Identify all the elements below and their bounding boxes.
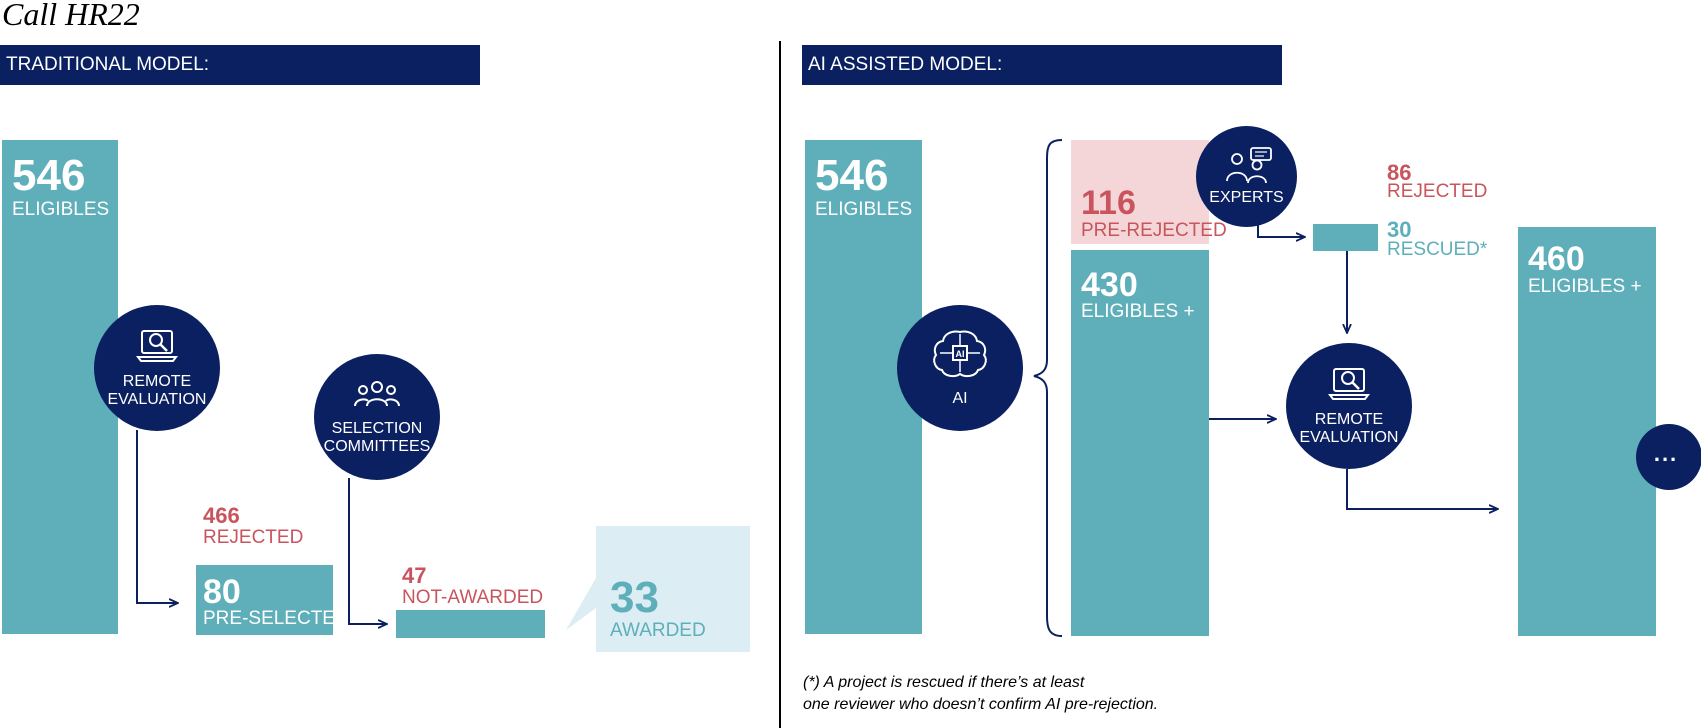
awarded-box: 33 AWARDED (596, 526, 750, 652)
prerejected-label: PRE-REJECTED (1081, 220, 1227, 241)
more-steps-label: ... (1653, 441, 1679, 466)
arrow-remote-to-final (1346, 469, 1498, 509)
prerejected-number: 116 (1081, 184, 1136, 222)
preselected-box: 80 PRE-SELECTED (196, 565, 349, 635)
more-steps-node: ... (1636, 424, 1701, 490)
awarded-label: AWARDED (610, 620, 706, 641)
ai-node: AI AI (897, 305, 1023, 431)
awarded-number: 33 (610, 573, 659, 622)
page-title: Call HR22 (2, 0, 140, 32)
footnote-line-2: one reviewer who doesn’t confirm AI pre-… (803, 696, 1159, 713)
traditional-model-header: TRADITIONAL MODEL: (0, 45, 480, 85)
notawarded-number: 47 (402, 563, 427, 588)
preselected-label: PRE-SELECTED (203, 608, 349, 629)
final-eligibles-plus-number: 460 (1528, 240, 1585, 278)
traditional-rejected-label: REJECTED (203, 527, 304, 548)
selection-committees-label-2: COMMITTEES (323, 438, 431, 455)
ai-eligibles-number: 546 (815, 151, 889, 200)
laptop-magnifier-icon (136, 330, 178, 362)
footnote-line-1: (*) A project is rescued if there’s at l… (803, 674, 1085, 691)
ai-eligibles-label: ELIGIBLES (815, 199, 913, 220)
group-people-icon (354, 381, 400, 407)
rescued-number: 30 (1387, 217, 1412, 242)
preselected-number: 80 (203, 573, 241, 611)
awarded-callout-pointer (566, 578, 596, 630)
laptop-magnifier-icon (1328, 368, 1370, 400)
svg-text:AI: AI (956, 349, 965, 359)
ai-output-brace (1033, 139, 1063, 637)
notawarded-bar (396, 610, 545, 638)
experts-chat-icon (1225, 146, 1272, 183)
section-divider (779, 41, 781, 728)
final-eligibles-plus-label: ELIGIBLES + (1528, 276, 1642, 297)
experts-label: EXPERTS (1209, 188, 1284, 206)
ai-eligibles-plus-number: 430 (1081, 266, 1138, 304)
remote-evaluation-node: REMOTE EVALUATION (94, 305, 220, 431)
selection-committees-node: SELECTION COMMITTEES (314, 354, 440, 480)
ai-eligibles-plus-label: ELIGIBLES + (1081, 301, 1195, 322)
remote-evaluation-label-1: REMOTE (122, 373, 192, 390)
ai-remote-evaluation-label-1: REMOTE (1314, 411, 1384, 428)
ai-remote-evaluation-label-2: EVALUATION (1299, 429, 1399, 446)
arrow-remote-to-preselected (136, 430, 178, 603)
ai-label: AI (952, 390, 968, 407)
remote-evaluation-label-2: EVALUATION (107, 391, 207, 408)
traditional-rejected-number: 466 (203, 503, 240, 528)
ai-model-header: AI ASSISTED MODEL: (802, 45, 1282, 85)
final-eligibles-plus-bar: 460 ELIGIBLES + (1518, 227, 1656, 636)
experts-node: EXPERTS (1196, 126, 1297, 227)
prerejected-box: 116 PRE-REJECTED (1071, 140, 1227, 244)
arrow-experts-to-rescued (1257, 225, 1305, 237)
ai-rejected-label: REJECTED (1387, 181, 1488, 202)
ai-remote-evaluation-node: REMOTE EVALUATION (1286, 343, 1412, 469)
rescued-bar (1313, 224, 1378, 251)
notawarded-label: NOT-AWARDED (402, 587, 544, 608)
traditional-eligibles-label: ELIGIBLES (12, 199, 110, 220)
ai-brain-icon: AI (933, 330, 987, 378)
ai-rejected-number: 86 (1387, 160, 1412, 185)
selection-committees-label-1: SELECTION (331, 420, 423, 437)
traditional-eligibles-number: 546 (12, 151, 86, 200)
arrow-committees-to-notawarded (348, 478, 387, 624)
ai-eligibles-plus-bar: 430 ELIGIBLES + (1071, 250, 1209, 636)
rescued-label: RESCUED* (1387, 239, 1488, 260)
